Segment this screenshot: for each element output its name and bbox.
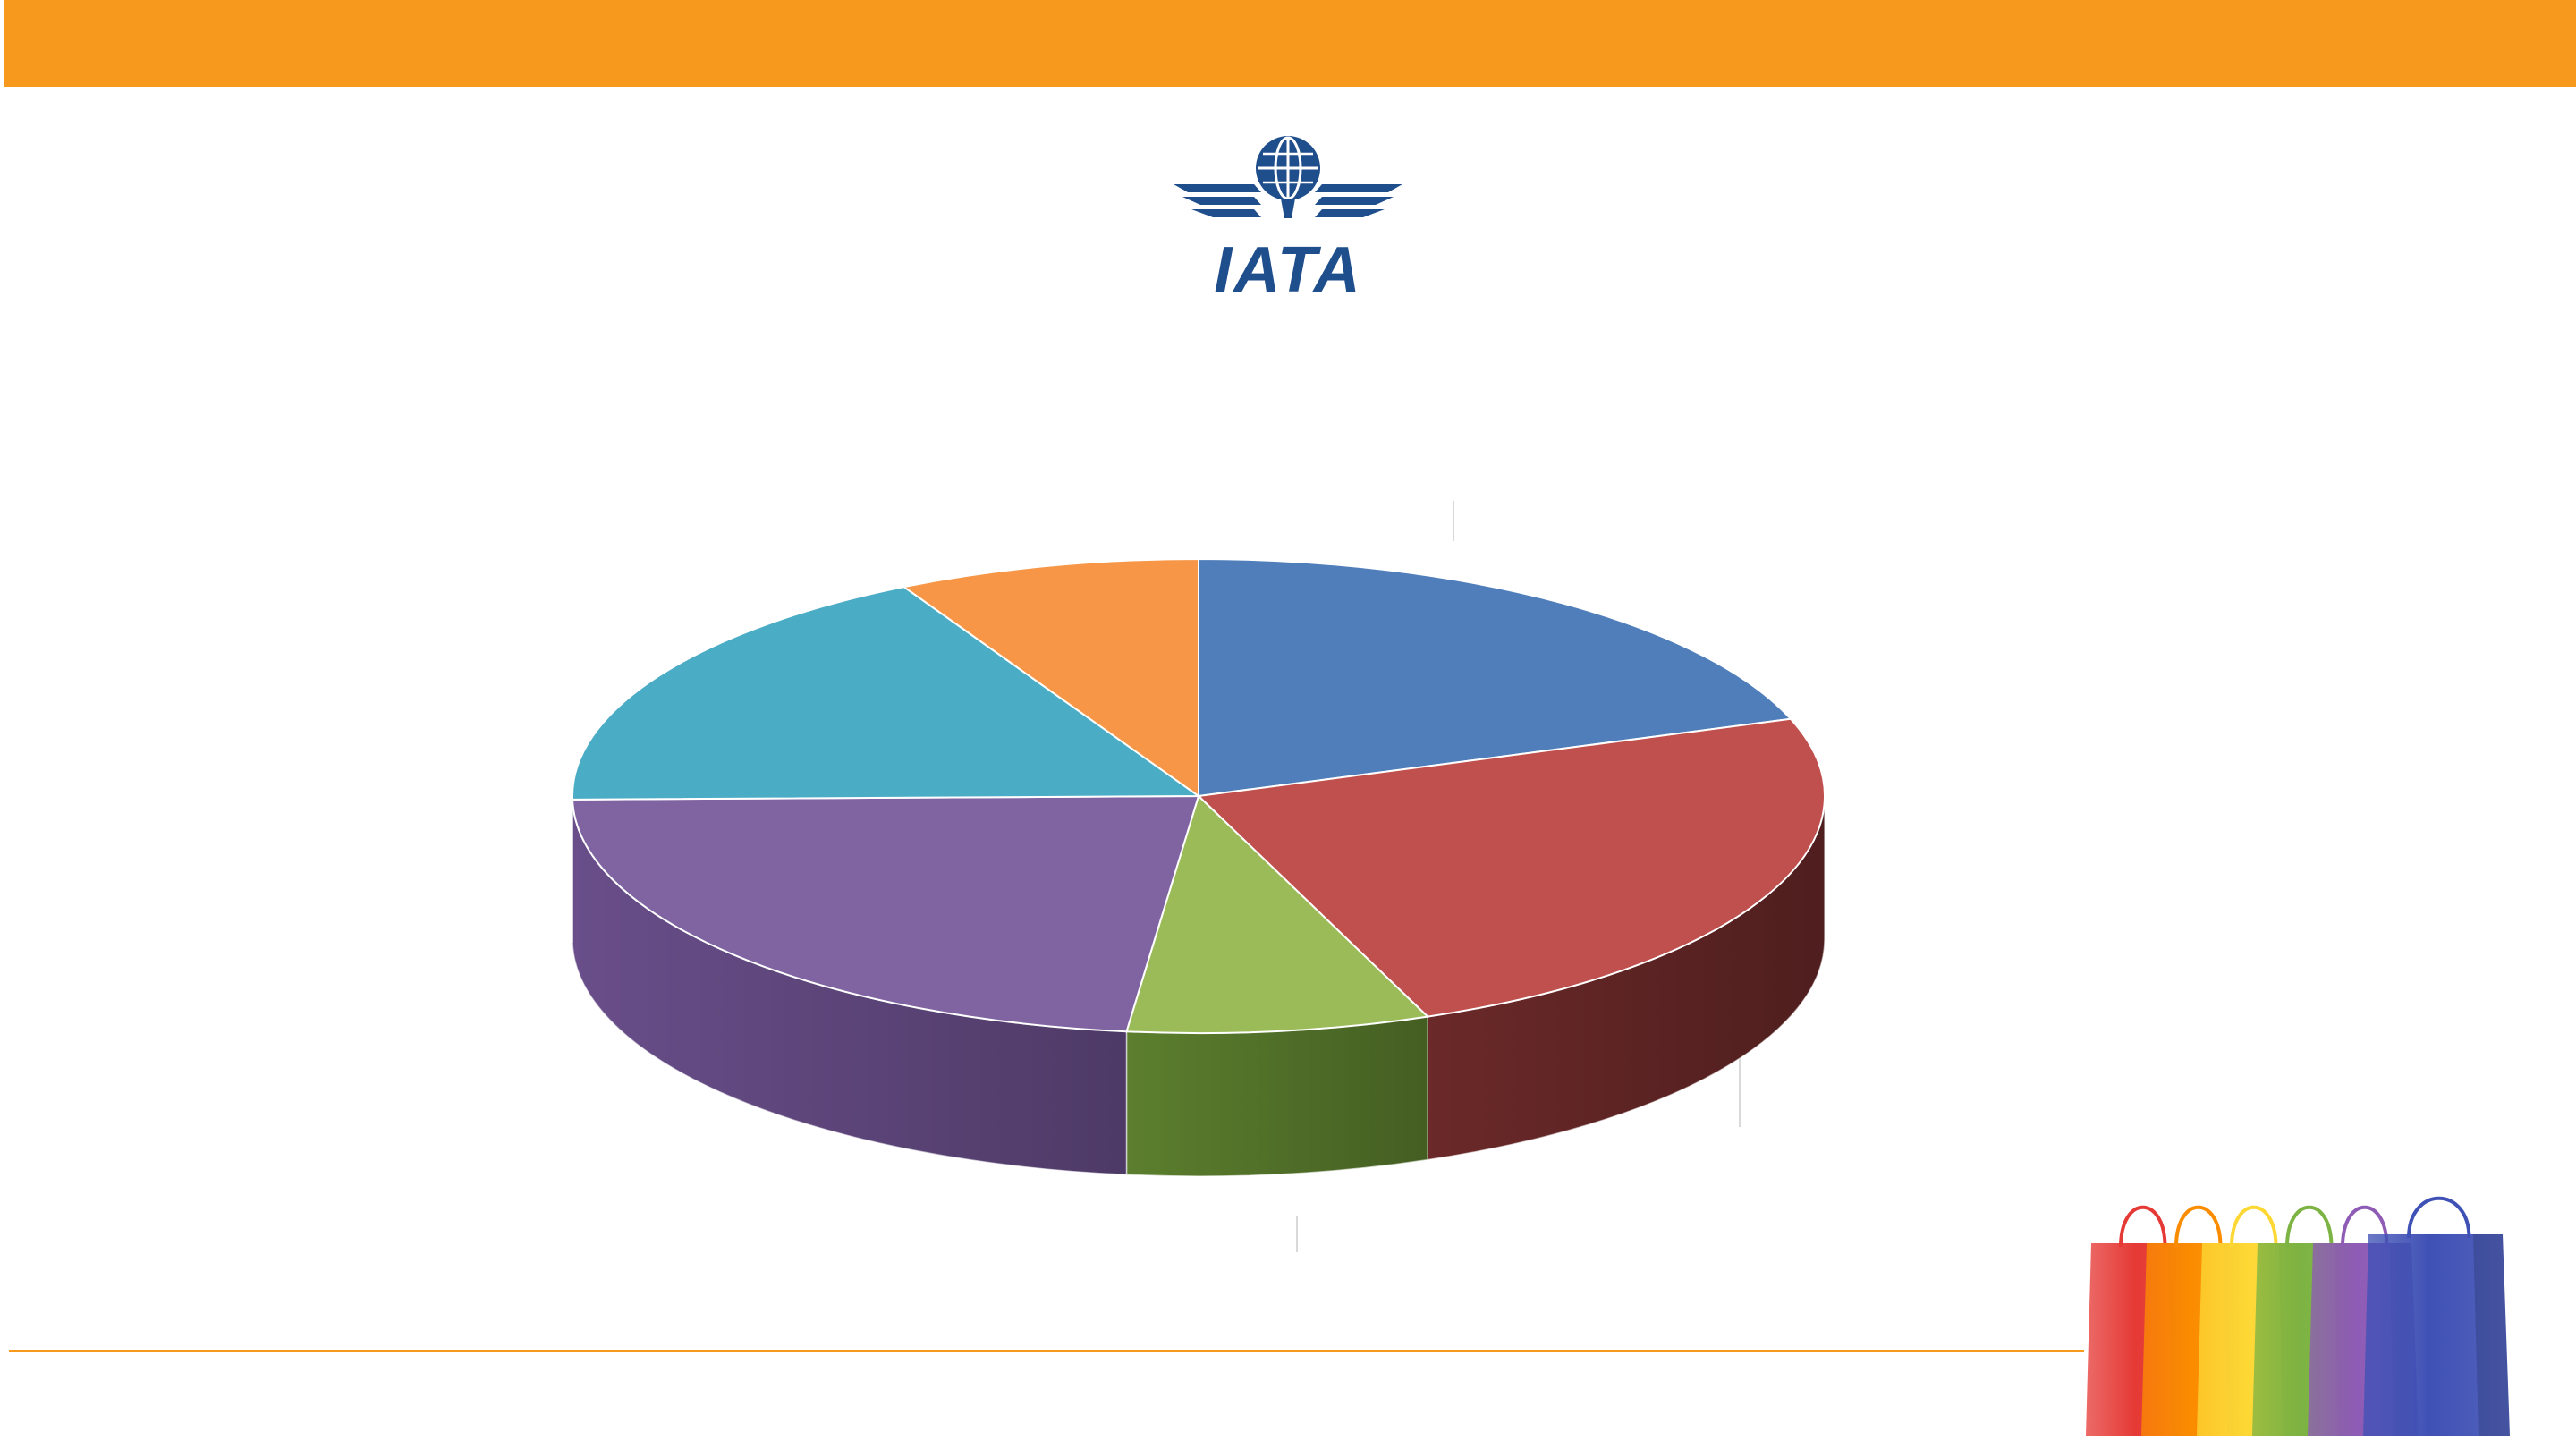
pie-chart-svg: [572, 501, 1826, 1252]
logo-wordmark: IATA: [1214, 234, 1361, 304]
iata-logo: IATA: [1163, 125, 1413, 304]
shopping-bag: [2363, 1196, 2510, 1436]
pie-slice-side: [1125, 1015, 1428, 1177]
bottom-rule: [9, 1350, 2084, 1352]
logo-left-wing: [1174, 184, 1261, 217]
pie-slice: [1198, 557, 1792, 798]
iata-logo-graphic: IATA: [1174, 136, 1402, 304]
logo-right-wing: [1315, 184, 1402, 217]
pie-sides: [572, 795, 1826, 1177]
pie-slice: [1196, 717, 1826, 1018]
pie-slice: [902, 557, 1199, 798]
top-accent-bar: [4, 0, 2576, 87]
pie-chart: [501, 501, 1843, 1342]
pie-top: [572, 557, 1826, 1034]
pie-slice: [1125, 794, 1430, 1034]
shopping-bags-image: [2075, 1181, 2576, 1449]
pie-slice: [572, 586, 1202, 801]
shopping-bags-graphic: [2086, 1196, 2510, 1436]
pie-slice: [572, 794, 1200, 1033]
